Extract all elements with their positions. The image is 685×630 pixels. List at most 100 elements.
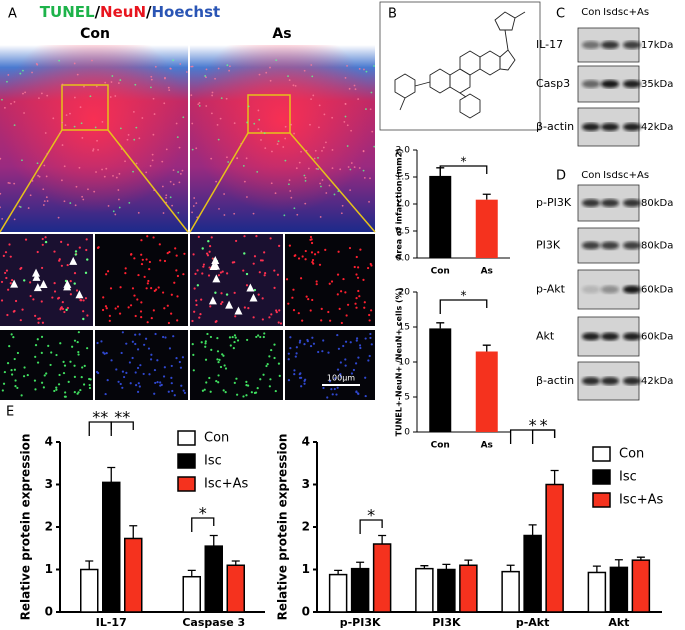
cell-dot	[69, 360, 72, 363]
cell-dot	[145, 287, 148, 290]
cell-dot	[322, 339, 325, 342]
cell-dot	[352, 368, 356, 372]
cell-dot	[137, 382, 140, 385]
cell-dot	[233, 340, 236, 344]
cell-dot	[191, 211, 194, 214]
cell-dot	[233, 381, 236, 384]
cell-dot	[2, 382, 6, 385]
cell-dot	[304, 180, 307, 182]
zoom-box	[247, 94, 291, 134]
cell-dot	[177, 171, 179, 173]
cell-dot	[198, 316, 201, 319]
cell-dot	[293, 132, 295, 135]
cell-dot	[243, 306, 246, 309]
cell-dot	[140, 239, 143, 242]
cell-dot	[247, 307, 250, 310]
cell-dot	[289, 336, 292, 339]
sig-marker: *	[199, 504, 207, 523]
cell-dot	[202, 263, 206, 266]
error-bar	[129, 525, 138, 539]
cell-dot	[84, 297, 88, 300]
cell-dot	[304, 378, 307, 381]
cell-dot	[124, 160, 126, 163]
cell-dot	[209, 335, 213, 339]
tunel-dot	[253, 288, 257, 292]
cell-dot	[217, 361, 220, 364]
cell-dot	[307, 298, 310, 301]
cell-dot	[287, 352, 290, 355]
cell-dot	[373, 65, 375, 67]
cell-dot	[61, 307, 65, 311]
cell-dot	[346, 65, 348, 67]
cell-dot	[236, 393, 239, 396]
cell-dot	[107, 205, 110, 207]
cell-dot	[261, 297, 264, 300]
cell-dot	[148, 267, 151, 271]
cell-dot	[257, 109, 260, 112]
cell-dot	[141, 258, 144, 261]
tunel-dot	[74, 253, 77, 256]
cell-dot	[73, 96, 76, 99]
cell-dot	[104, 81, 107, 84]
cell-dot	[246, 196, 248, 198]
sig-marker: *	[540, 416, 548, 435]
cell-dot	[125, 371, 128, 374]
cell-dot	[165, 201, 168, 204]
cell-dot	[150, 86, 152, 89]
x-tick-label: PI3K	[432, 616, 461, 629]
cell-dot	[211, 91, 214, 94]
cell-dot	[321, 350, 324, 353]
cell-dot	[309, 344, 313, 348]
cell-dot	[79, 106, 82, 109]
cell-dot	[91, 59, 93, 62]
cell-dot	[169, 67, 172, 70]
cell-dot	[264, 272, 267, 275]
cell-dot	[359, 346, 362, 350]
cell-dot	[277, 362, 281, 365]
y-tick-label: 4	[302, 435, 310, 449]
cell-dot	[19, 319, 22, 322]
error-bar	[436, 322, 445, 329]
y-tick-label: 3	[302, 477, 310, 491]
x-tick-label: Akt	[608, 616, 629, 629]
cell-dot	[128, 361, 132, 364]
cell-dot	[18, 205, 21, 208]
cell-dot	[373, 145, 376, 148]
cell-dot	[29, 281, 32, 284]
blot-size: 60kDa	[641, 285, 673, 296]
cell-dot	[32, 298, 35, 301]
cell-dot	[327, 351, 330, 354]
cell-dot	[221, 353, 224, 356]
cell-dot	[191, 343, 194, 346]
cell-dot	[321, 149, 323, 152]
cell-dot	[363, 301, 366, 304]
cell-dot	[134, 342, 137, 346]
cell-dot	[328, 184, 331, 187]
cell-dot	[97, 371, 100, 375]
cell-dot	[76, 73, 79, 76]
cell-dot	[355, 297, 358, 300]
cell-dot	[117, 198, 120, 201]
cell-dot	[119, 79, 122, 81]
cell-dot	[34, 344, 38, 347]
cell-dot	[13, 218, 16, 221]
cell-dot	[274, 389, 277, 393]
arrowhead	[211, 255, 220, 264]
cell-dot	[225, 97, 228, 100]
cell-dot	[64, 391, 67, 394]
arrowhead	[32, 272, 41, 281]
cell-dot	[14, 299, 18, 303]
cell-dot	[349, 341, 352, 344]
blot-band	[623, 285, 641, 294]
cell-dot	[75, 185, 78, 188]
cell-dot	[243, 180, 246, 183]
cell-dot	[181, 356, 185, 359]
cell-dot	[315, 283, 318, 286]
y-tick-label: 5	[404, 393, 410, 403]
cell-dot	[53, 282, 56, 285]
cell-dot	[223, 193, 226, 195]
cell-dot	[335, 393, 338, 396]
cell-dot	[362, 278, 365, 281]
cell-dot	[153, 113, 156, 115]
